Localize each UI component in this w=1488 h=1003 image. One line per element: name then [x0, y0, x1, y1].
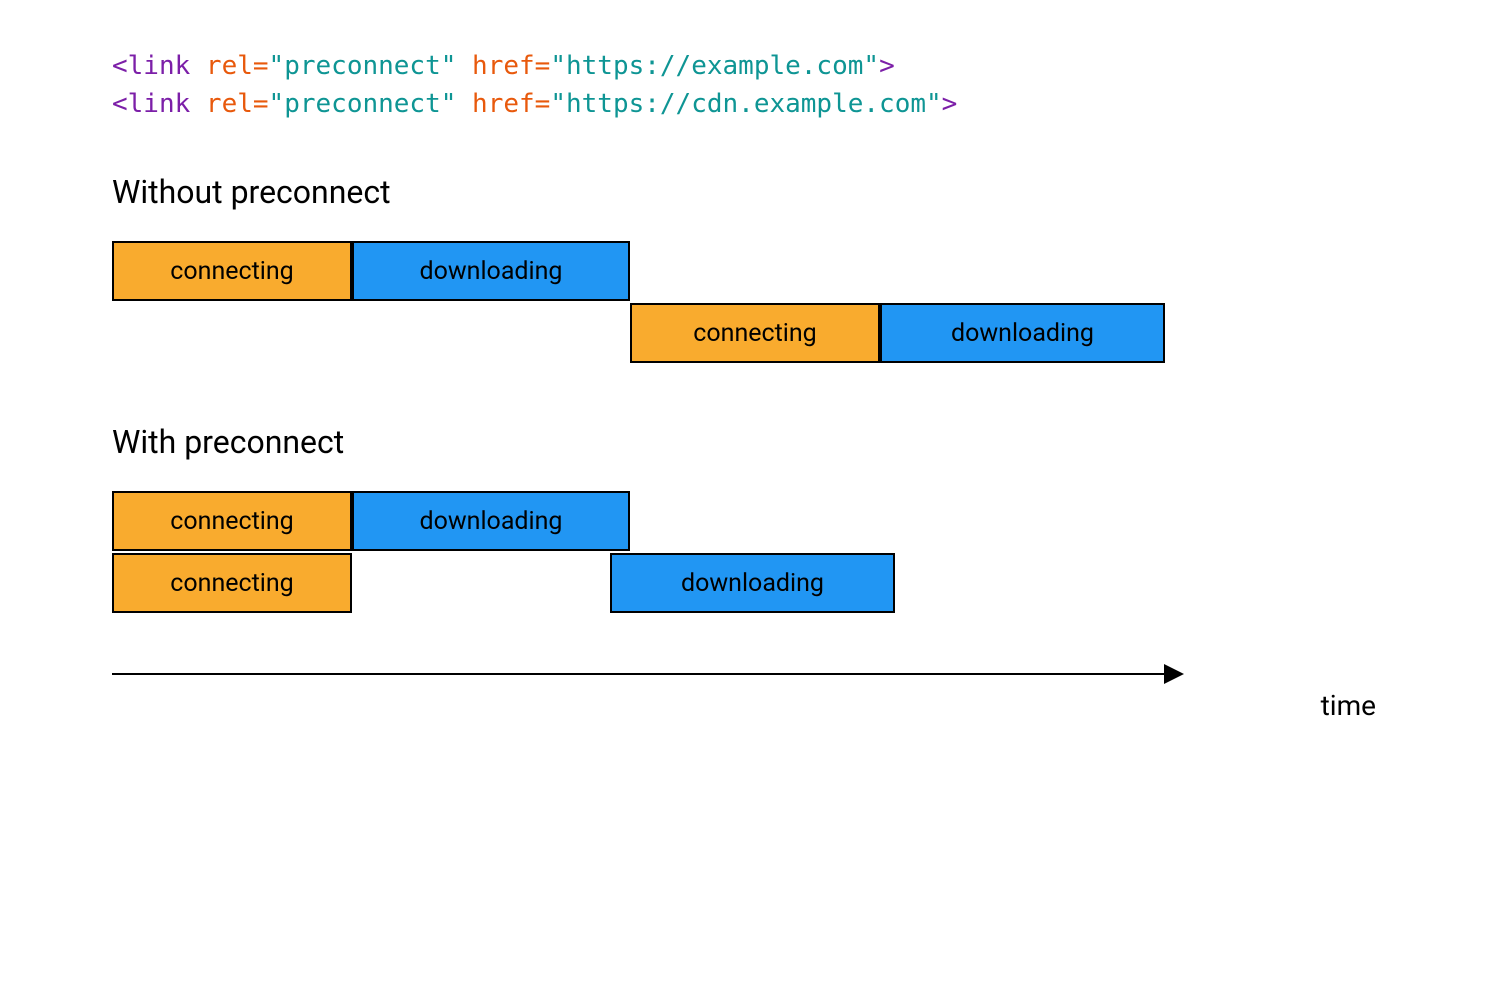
time-axis: time	[112, 673, 1376, 675]
timeline-row: connectingdownloading	[112, 303, 1376, 363]
timeline-gap	[352, 553, 610, 613]
timeline-bar-connecting: connecting	[112, 491, 352, 551]
timeline-bar-connecting: connecting	[112, 241, 352, 301]
timeline-bar-connecting: connecting	[630, 303, 880, 363]
timeline-gap	[112, 303, 630, 363]
timeline-row: connectingdownloading	[112, 491, 1376, 551]
timeline-bar-downloading: downloading	[352, 241, 630, 301]
timeline-row: connectingdownloading	[112, 241, 1376, 301]
code-token: href=	[472, 89, 550, 119]
code-token: "https://example.com"	[550, 51, 879, 81]
axis-line	[112, 673, 1182, 675]
timeline-bar-downloading: downloading	[352, 491, 630, 551]
code-token: "preconnect"	[269, 51, 473, 81]
code-token: >	[942, 89, 958, 119]
code-token: rel=	[206, 51, 269, 81]
code-token: "preconnect"	[269, 89, 473, 119]
timeline-bar-downloading: downloading	[880, 303, 1165, 363]
code-token: <link	[112, 89, 206, 119]
timeline-section: With preconnectconnectingdownloadingconn…	[112, 423, 1376, 613]
timeline-row: connecting downloading	[112, 553, 1376, 613]
timeline-bar-connecting: connecting	[112, 553, 352, 613]
code-token: href=	[472, 51, 550, 81]
axis-arrow-icon	[1164, 664, 1184, 684]
section-title: Without preconnect	[112, 173, 1376, 211]
code-token: >	[879, 51, 895, 81]
code-token: <link	[112, 51, 206, 81]
code-token: rel=	[206, 89, 269, 119]
axis-label: time	[1321, 689, 1376, 722]
code-token: "https://cdn.example.com"	[550, 89, 941, 119]
code-line: <link rel="preconnect" href="https://exa…	[112, 48, 1376, 86]
timeline-section: Without preconnectconnectingdownloadingc…	[112, 173, 1376, 363]
timeline-bar-downloading: downloading	[610, 553, 895, 613]
section-title: With preconnect	[112, 423, 1376, 461]
code-line: <link rel="preconnect" href="https://cdn…	[112, 86, 1376, 124]
code-block: <link rel="preconnect" href="https://exa…	[112, 48, 1376, 123]
